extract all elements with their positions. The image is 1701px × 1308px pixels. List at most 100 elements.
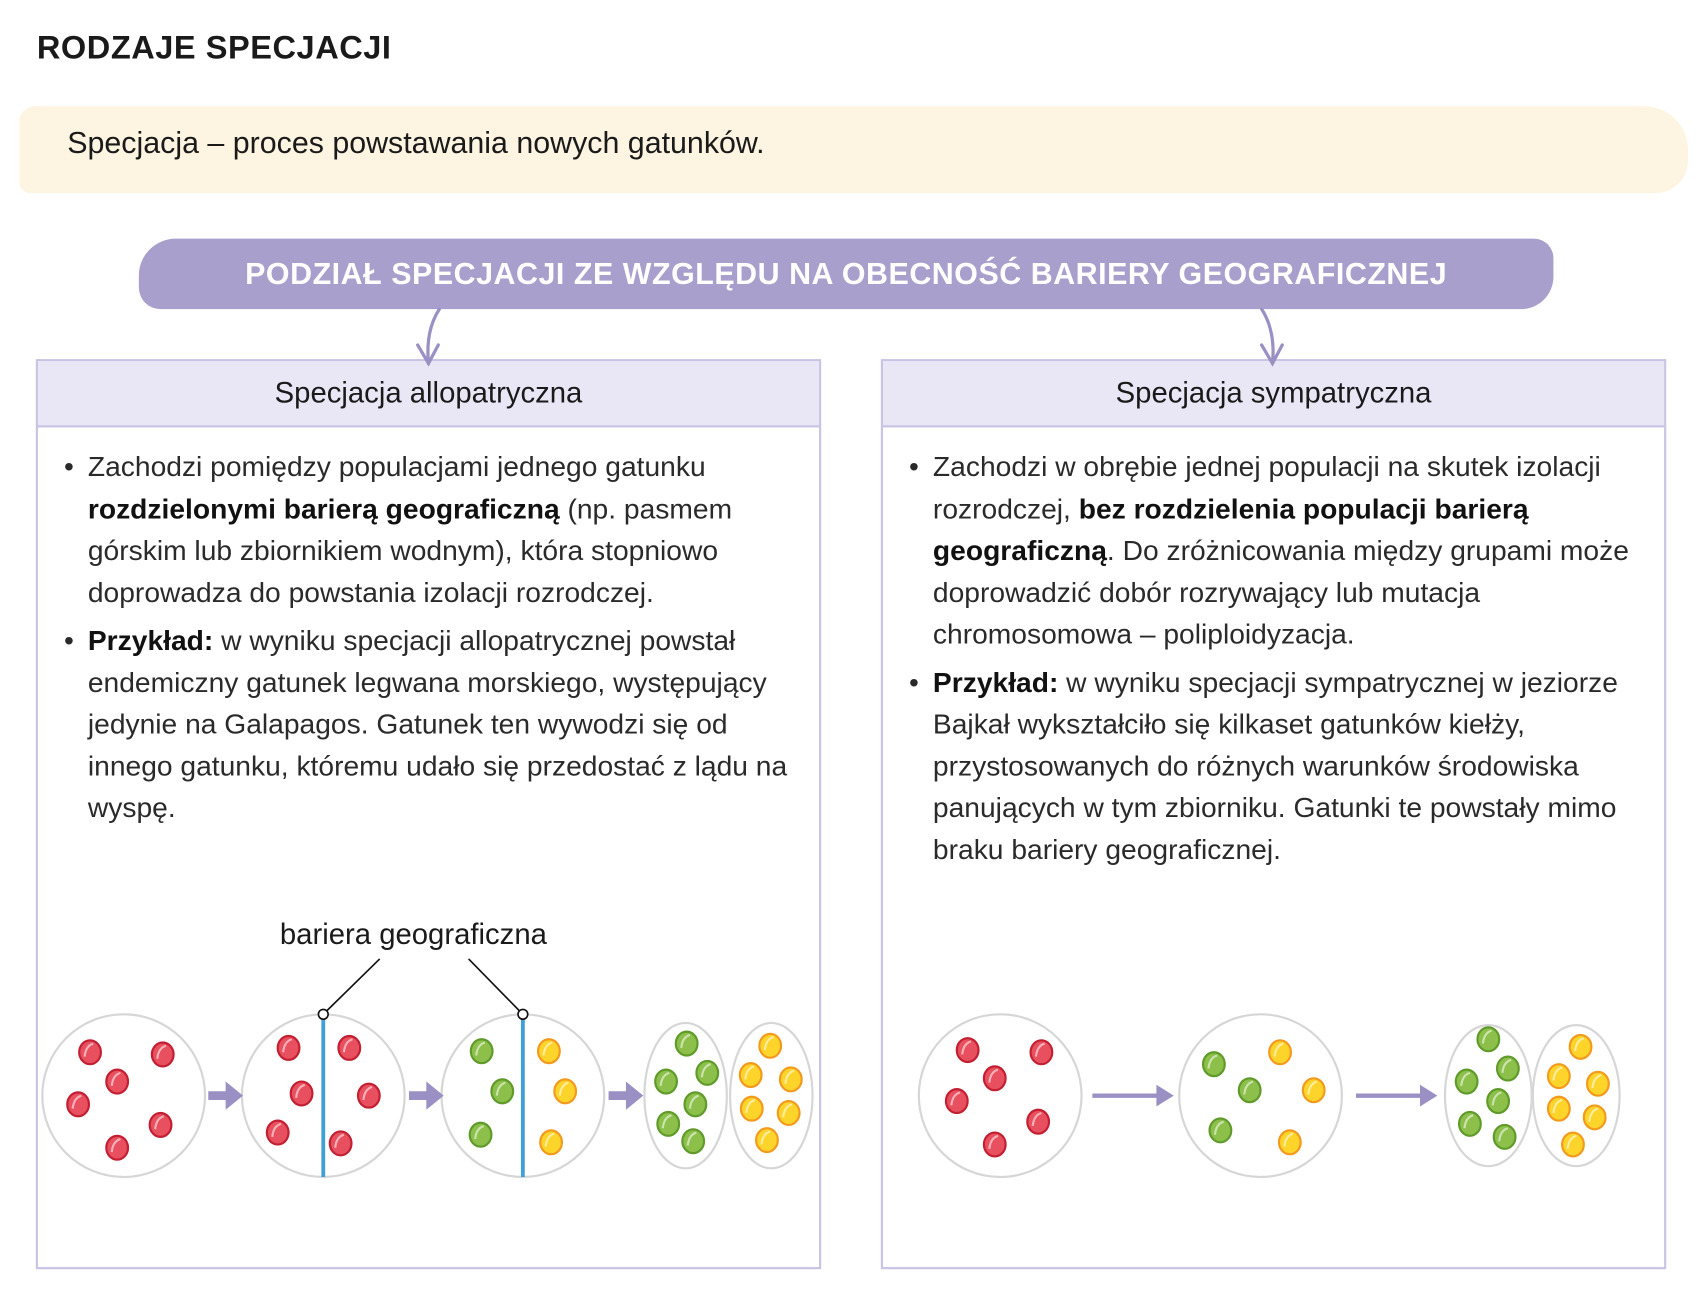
highlight xyxy=(71,1094,82,1109)
highlight xyxy=(1463,1114,1474,1129)
allopatric-bullet-2: Przykład: w wyniku specjacji allopatrycz… xyxy=(64,619,802,828)
red-individual xyxy=(982,1065,1007,1092)
highlight xyxy=(988,1134,999,1149)
green-individual xyxy=(1454,1068,1479,1095)
green-individual xyxy=(681,1128,706,1155)
green-individual xyxy=(1495,1055,1520,1082)
highlight xyxy=(1481,1029,1492,1044)
highlight xyxy=(544,1132,555,1147)
highlight xyxy=(1491,1091,1502,1106)
red-individual xyxy=(1029,1039,1054,1066)
highlight xyxy=(83,1042,94,1057)
definition-band xyxy=(19,106,1688,194)
yellow-individual xyxy=(1582,1104,1607,1131)
red-individual xyxy=(148,1111,173,1138)
definition: Specjacja – proces powstawania nowych ga… xyxy=(67,126,764,161)
highlight xyxy=(763,1036,774,1051)
highlight xyxy=(1574,1037,1585,1052)
population-ellipse xyxy=(728,1021,814,1170)
highlight xyxy=(110,1137,121,1153)
green-individual xyxy=(1492,1123,1517,1150)
allopatric-heading: Specjacja allopatryczna xyxy=(37,361,820,428)
text: . Do zróżnicowania między grupami może d… xyxy=(932,533,1629,650)
highlight xyxy=(1273,1042,1284,1057)
red-individual xyxy=(955,1037,980,1064)
yellow-individual xyxy=(1585,1070,1610,1097)
yellow-individual xyxy=(1546,1095,1571,1122)
highlight xyxy=(961,1040,972,1055)
highlight xyxy=(1566,1134,1577,1149)
highlight xyxy=(744,1065,755,1080)
highlight xyxy=(1552,1098,1563,1114)
sympatric-bullet-2: Przykład: w wyniku specjacji sympatryczn… xyxy=(909,661,1647,870)
highlight xyxy=(661,1114,672,1129)
highlight xyxy=(156,1044,167,1059)
highlight xyxy=(745,1098,756,1114)
green-individual xyxy=(683,1091,708,1118)
highlight xyxy=(1207,1054,1218,1069)
label-leader-line xyxy=(468,958,522,1013)
yellow-individual xyxy=(539,1129,564,1156)
highlight xyxy=(271,1122,282,1138)
yellow-individual xyxy=(776,1099,801,1127)
highlight xyxy=(1460,1071,1471,1087)
highlight xyxy=(542,1041,553,1056)
highlight xyxy=(680,1033,691,1049)
highlight xyxy=(1498,1127,1509,1142)
red-individual xyxy=(356,1082,381,1109)
yellow-individual xyxy=(1568,1033,1593,1060)
red-individual xyxy=(944,1088,969,1115)
page-title: RODZAJE SPECJACJI xyxy=(36,30,392,67)
red-individual xyxy=(78,1039,102,1066)
bold-text: Przykład: xyxy=(87,623,214,657)
highlight xyxy=(1591,1073,1602,1089)
barrier-label: bariera geograficzna xyxy=(279,917,547,951)
highlight xyxy=(282,1038,293,1053)
bold-text: rozdzielonymi barierą geograficzną xyxy=(87,491,560,525)
sympatric-heading: Specjacja sympatryczna xyxy=(883,361,1665,428)
highlight xyxy=(1501,1058,1512,1074)
green-individual xyxy=(1476,1026,1501,1053)
yellow-individual xyxy=(1277,1129,1302,1156)
population-ellipse xyxy=(1531,1024,1621,1168)
highlight xyxy=(495,1081,506,1096)
green-individual xyxy=(468,1121,493,1148)
connector-arrow-left xyxy=(416,307,441,367)
green-individual xyxy=(695,1059,720,1086)
highlight xyxy=(1031,1111,1042,1127)
highlight xyxy=(1213,1120,1225,1135)
yellow-individual xyxy=(1268,1039,1292,1066)
green-individual xyxy=(490,1078,515,1105)
yellow-individual xyxy=(1546,1063,1571,1090)
yellow-individual xyxy=(1301,1077,1326,1104)
sympatric-bullet-1: Zachodzi w obrębie jednej populacji na s… xyxy=(909,446,1647,655)
connector-arrow-right xyxy=(1259,307,1284,367)
arrow-icon xyxy=(608,1081,644,1110)
highlight xyxy=(474,1124,485,1140)
red-individual xyxy=(337,1034,362,1061)
green-individual xyxy=(654,1068,679,1095)
definition-term: Specjacja xyxy=(67,125,199,160)
highlight xyxy=(154,1115,165,1130)
leader-endpoint xyxy=(317,1008,329,1020)
green-individual xyxy=(1237,1077,1262,1104)
highlight xyxy=(1034,1042,1046,1057)
highlight xyxy=(342,1038,353,1053)
yellow-individual xyxy=(778,1066,803,1093)
highlight xyxy=(295,1083,306,1098)
red-individual xyxy=(1026,1108,1051,1135)
text: w wyniku specjacji allopatrycznej powsta… xyxy=(87,623,788,824)
highlight xyxy=(475,1041,486,1056)
highlight xyxy=(558,1081,569,1096)
red-individual xyxy=(105,1134,130,1161)
highlight xyxy=(1307,1080,1318,1095)
highlight xyxy=(686,1131,697,1146)
definition-text: – proces powstawania nowych gatunków. xyxy=(198,125,765,160)
allopatric-bullet-1: Zachodzi pomiędzy populacjami jednego ga… xyxy=(64,446,802,613)
yellow-individual xyxy=(738,1062,763,1089)
text: w wyniku specjacji sympatrycznej w jezio… xyxy=(932,665,1618,866)
green-individual xyxy=(656,1110,681,1137)
red-individual xyxy=(328,1130,353,1157)
highlight xyxy=(1588,1107,1599,1122)
